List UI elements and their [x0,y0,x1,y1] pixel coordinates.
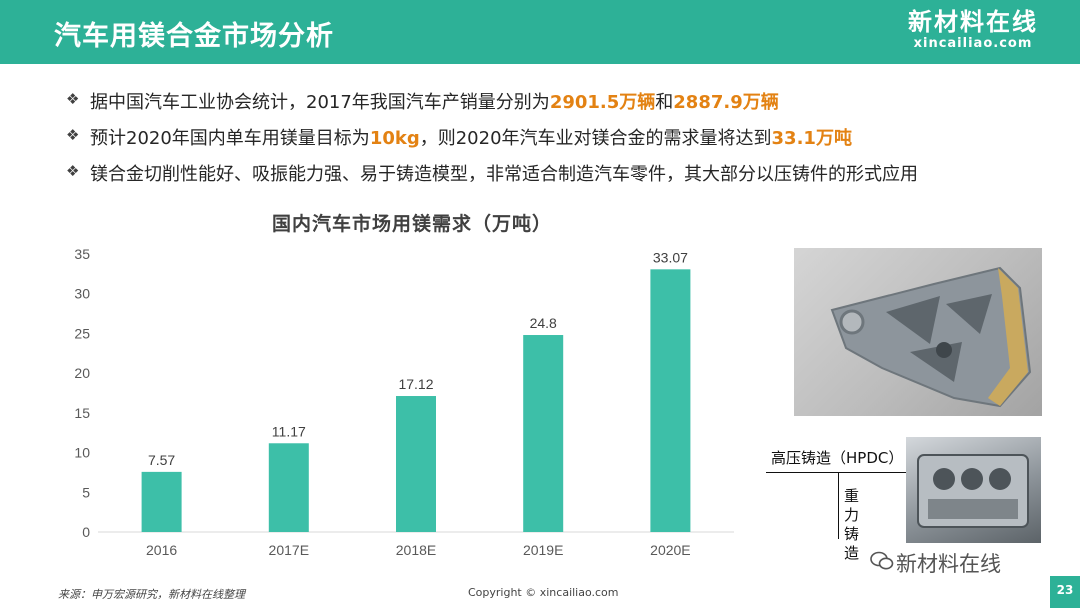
y-tick-label: 0 [82,524,90,540]
bar-chart: 0 5 10 15 20 25 30 35 7.57 2016 11.17 2017E 17.12 201… [74,246,734,558]
bar [523,335,564,532]
bar [650,269,691,532]
logo-url: xincailiao.com [913,36,1033,51]
x-tick-label: 2019E [523,542,563,558]
bar [268,443,309,532]
data-label: 17.12 [398,376,433,392]
magnesium-bracket-photo [794,248,1042,416]
label-connector [838,473,839,539]
bar [396,396,436,532]
y-tick-label: 25 [74,325,90,341]
bracket-drawing [830,266,1032,408]
bullet-segment: 和 [655,92,674,113]
diamond-bullet-icon: ❖ [66,162,80,180]
highlight-value: 10kg [369,128,420,149]
x-tick-label: 2017E [269,542,309,558]
diamond-bullet-icon: ❖ [66,90,80,108]
bar [141,471,182,532]
hpdc-label: 高压铸造（HPDC） [771,449,904,467]
bullet-text: 预计2020年国内单车用镁量目标为10kg，则2020年汽车业对镁合金的需求量将… [90,124,852,150]
header-bar: 汽车用镁合金市场分析 新材料在线 xincailiao.com [0,0,1080,64]
wechat-label: 新材料在线 [896,552,1001,576]
label-divider [766,472,906,473]
page-title: 汽车用镁合金市场分析 [54,21,334,52]
data-label: 33.07 [653,249,688,265]
wechat-watermark: 新材料在线 [868,548,1001,578]
y-tick-label: 15 [74,405,90,421]
gravity-casting-label: 重力铸造 [844,487,860,562]
bullet-text: 据中国汽车工业协会统计，2017年我国汽车产销量分别为2901.5万辆和2887… [90,88,779,114]
bullet-text: 镁合金切削性能好、吸振能力强、易于铸造模型，非常适合制造汽车零件，其大部分以压铸… [90,160,918,186]
data-label: 11.17 [272,423,306,439]
bullet-segment: 预计2020年国内单车用镁量目标为 [90,128,370,149]
y-tick-label: 35 [74,246,90,262]
highlight-value: 2887.9万辆 [673,92,779,113]
y-tick-label: 10 [74,445,90,461]
bullet-segment: 据中国汽车工业协会统计，2017年我国汽车产销量分别为 [90,92,550,113]
x-tick-label: 2020E [650,542,690,558]
data-label: 7.57 [148,452,175,468]
x-tick-label: 2016 [146,542,177,558]
bullet-segment: ，则2020年汽车业对镁合金的需求量将达到 [419,128,772,149]
highlight-value: 33.1万吨 [771,128,852,149]
y-tick-label: 5 [82,484,90,500]
logo-text: 新材料在线 [908,8,1038,36]
engine-block-drawing [917,454,1029,528]
x-tick-label: 2018E [396,542,436,558]
highlight-value: 2901.5万辆 [549,92,656,113]
data-label: 24.8 [530,315,557,331]
y-tick-label: 30 [74,286,90,302]
wechat-icon [868,551,896,576]
bullet-segment: 镁合金切削性能好、吸振能力强、易于铸造模型，非常适合制造汽车零件，其大部分以压铸… [90,164,918,185]
engine-block-photo [906,437,1041,543]
diamond-bullet-icon: ❖ [66,126,80,144]
y-tick-label: 20 [74,365,90,381]
copyright-text: Copyright © xincailiao.com [468,586,619,599]
page-number: 23 [1050,576,1080,608]
brand-logo: 新材料在线 xincailiao.com [908,8,1038,52]
chart-title: 国内汽车市场用镁需求（万吨） [271,213,552,235]
source-note: 来源：申万宏源研究，新材料在线整理 [58,588,245,601]
